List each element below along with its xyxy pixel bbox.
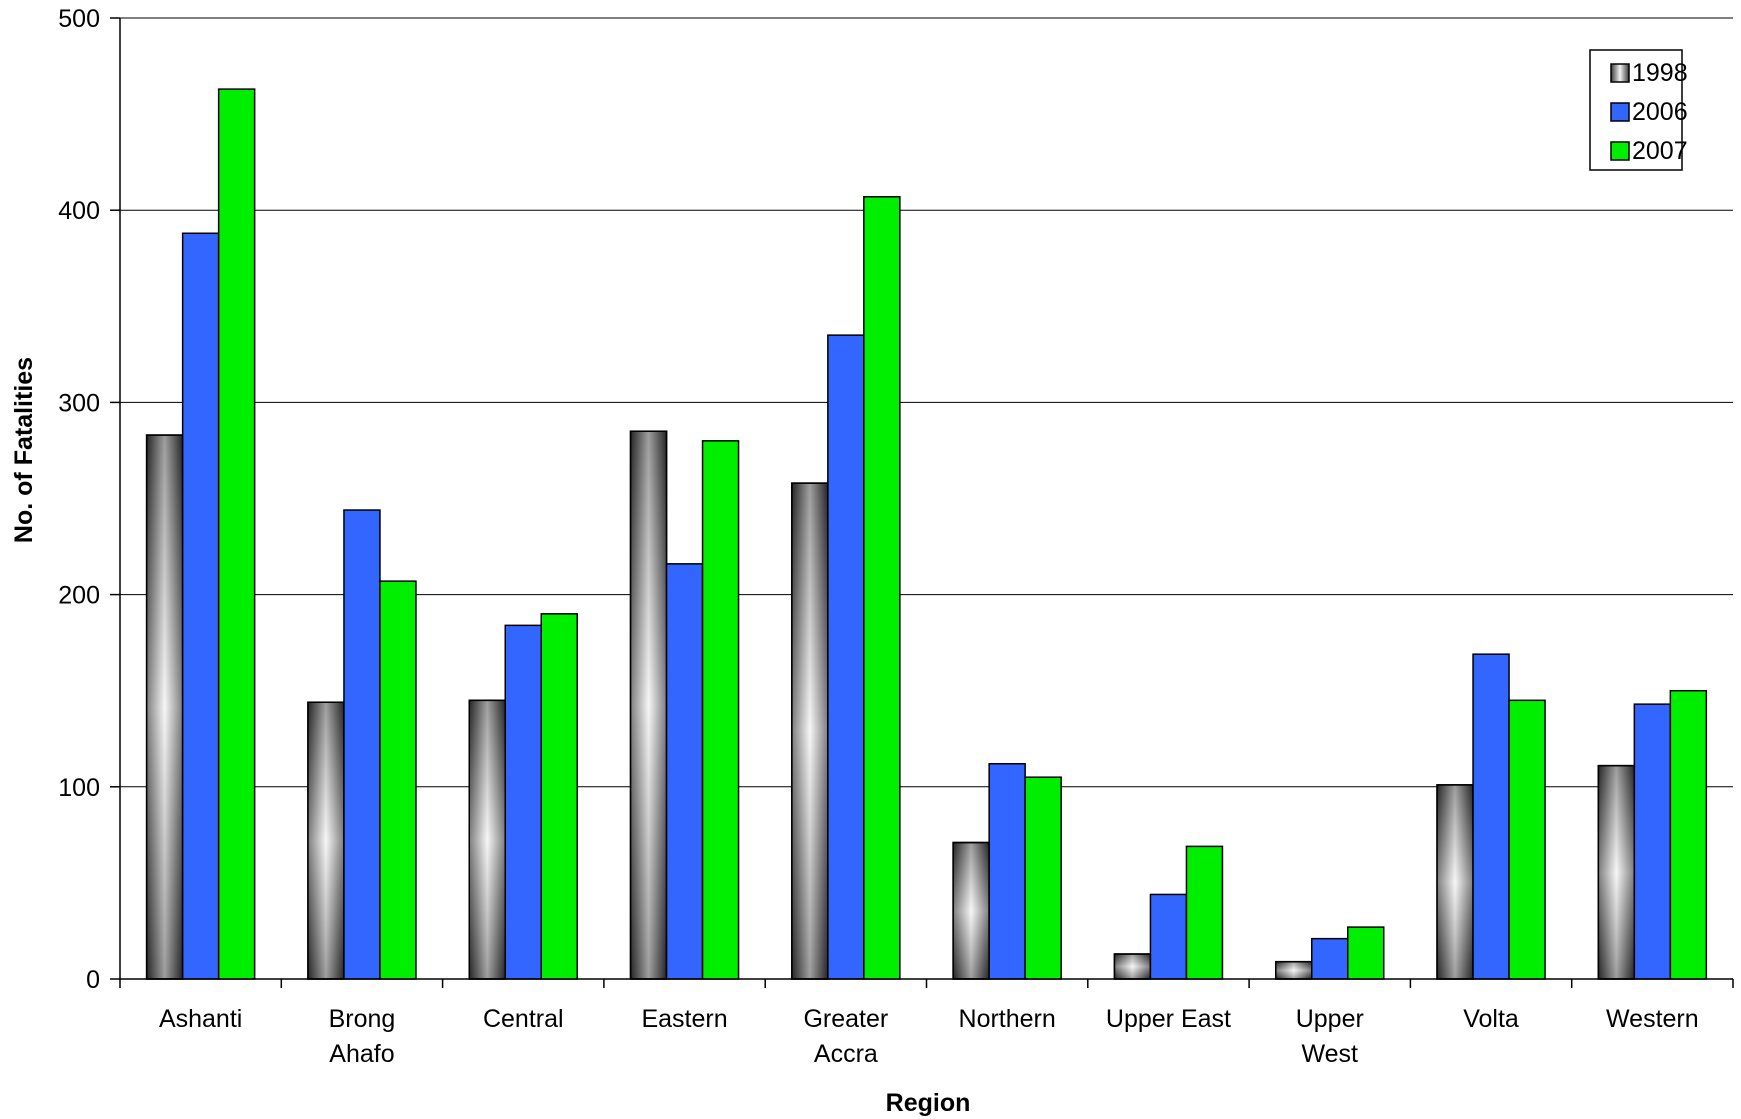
legend-label-2006: 2006 xyxy=(1632,98,1688,126)
y-tick-label: 0 xyxy=(86,966,100,994)
y-tick-labels: 0 100 200 300 400 500 xyxy=(58,5,100,994)
bar-2006-9 xyxy=(1633,703,1672,980)
y-axis-title: No. of Fatalities xyxy=(10,357,38,543)
x-axis-title: Region xyxy=(886,1089,971,1117)
legend-label-2007: 2007 xyxy=(1632,137,1688,165)
y-tick-label: 300 xyxy=(58,389,100,417)
bar-2006-6 xyxy=(1149,893,1188,980)
bar-2007-9 xyxy=(1669,689,1708,980)
bar-shade-1998-8 xyxy=(1436,784,1474,980)
bar-2007-1 xyxy=(379,580,417,980)
x-tick-label: Upper East xyxy=(1106,1005,1231,1033)
legend-label-1998: 1998 xyxy=(1632,59,1688,87)
x-tick-label: Volta xyxy=(1463,1005,1519,1033)
bar-2006-5 xyxy=(988,762,1026,980)
x-tick-label: Greater Accra xyxy=(803,1005,888,1068)
bar-2006-1 xyxy=(343,509,381,980)
bar-2007-4 xyxy=(863,195,901,980)
x-tick-label: Eastern xyxy=(641,1005,727,1033)
legend: 1998 2006 2007 xyxy=(1589,49,1688,171)
legend-swatch-2007 xyxy=(1610,141,1630,161)
x-tick-label: Ashanti xyxy=(159,1005,242,1033)
bar-2006-2 xyxy=(504,624,542,980)
bar-2006-4 xyxy=(827,334,865,980)
x-tick-label: Upper West xyxy=(1296,1005,1364,1068)
axes xyxy=(110,17,1734,988)
bar-shade-1998-9 xyxy=(1597,764,1636,980)
y-tick-label: 500 xyxy=(58,5,100,33)
bar-shade-1998-5 xyxy=(952,841,990,980)
bar-2006-8 xyxy=(1472,653,1510,980)
bar-2007-6 xyxy=(1185,845,1224,980)
bar-shade-1998-2 xyxy=(468,699,506,980)
bar-2007-7 xyxy=(1347,926,1385,980)
bar-shade-1998-1 xyxy=(307,701,345,980)
bar-2007-0 xyxy=(217,88,256,980)
x-tick-label: Western xyxy=(1606,1005,1699,1033)
x-tick-label: Central xyxy=(483,1005,564,1033)
bar-shade-1998-0 xyxy=(145,434,184,980)
bar-shade-1998-7 xyxy=(1275,960,1313,980)
bar-2006-0 xyxy=(181,232,220,980)
x-tick-label: Brong Ahafo xyxy=(329,1005,396,1068)
legend-swatch-1998 xyxy=(1610,63,1630,83)
bar-shade-1998-6 xyxy=(1113,953,1152,980)
bar-2006-3 xyxy=(665,563,704,980)
y-tick-label: 100 xyxy=(58,774,100,802)
bar-2007-2 xyxy=(540,613,578,980)
legend-swatch-2006 xyxy=(1610,102,1630,122)
bar-shade-1998-4 xyxy=(791,482,829,980)
y-tick-label: 400 xyxy=(58,197,100,225)
x-tick-labels: Ashanti Brong Ahafo Central Eastern Greater Ac… xyxy=(159,1005,1699,1068)
bar-shade-1998-3 xyxy=(629,430,668,980)
y-tick-label: 200 xyxy=(58,582,100,610)
x-tick-label: Northern xyxy=(959,1005,1056,1033)
bars xyxy=(145,88,1708,980)
bar-2007-3 xyxy=(701,440,740,980)
legend-box xyxy=(1589,49,1683,171)
bar-2007-5 xyxy=(1024,776,1062,980)
bar-2007-8 xyxy=(1508,699,1546,980)
bar-2006-7 xyxy=(1311,937,1349,980)
